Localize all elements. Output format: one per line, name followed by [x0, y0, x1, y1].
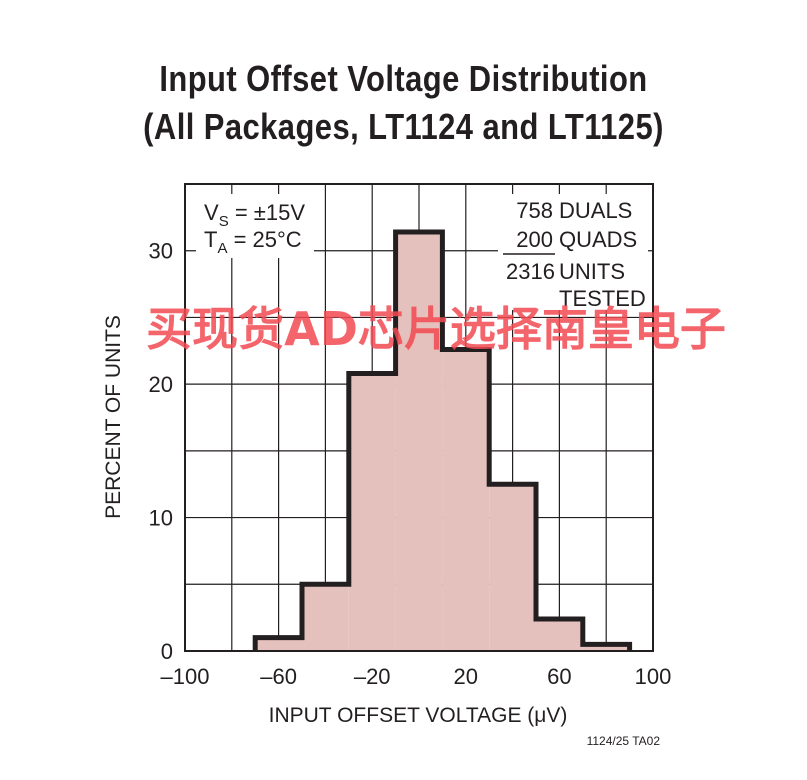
histogram-bar [582, 644, 630, 651]
chart-subtitle: (All Packages, LT1124 and LT1125) [143, 106, 664, 147]
units-count: 2316 [506, 259, 555, 284]
y-tick-label: 20 [149, 372, 173, 397]
tested-label: TESTED [559, 286, 646, 311]
quads-count: 200 [516, 227, 553, 252]
histogram-bar [395, 232, 443, 651]
y-tick-label: 10 [149, 506, 173, 531]
duals-count: 758 [516, 198, 553, 223]
histogram-outline [252, 229, 633, 651]
chart-title: Input Offset Voltage Distribution [159, 58, 648, 99]
y-axis-label: PERCENT OF UNITS [102, 315, 125, 519]
x-tick-label: 100 [635, 664, 672, 689]
counts-backdrop [498, 194, 648, 310]
y-tick-labels: 0 10 20 30 [149, 239, 173, 664]
conditions-backdrop [196, 194, 314, 258]
quads-label: QUADS [559, 227, 637, 252]
histogram-bars [252, 229, 633, 651]
x-tick-label: –100 [161, 664, 210, 689]
x-axis-label: INPUT OFFSET VOLTAGE (μV) [269, 704, 568, 727]
supply-voltage-note: VS = ±15V [204, 200, 305, 230]
histogram-bar [489, 484, 536, 651]
x-tick-label: –60 [260, 664, 297, 689]
x-tick-label: –20 [354, 664, 391, 689]
ambient-temp-note: TA = 25°C [204, 227, 302, 257]
watermark-text: 买现货AD芯片选择南皇电子 [146, 302, 726, 356]
histogram-bar [442, 349, 490, 651]
histogram-bar [348, 373, 396, 651]
y-tick-label: 0 [161, 639, 173, 664]
x-tick-labels: –100 –60 –20 20 60 100 [161, 664, 672, 689]
figure-id: 1124/25 TA02 [587, 734, 661, 748]
histogram-bar [536, 618, 583, 651]
duals-label: DUALS [559, 198, 632, 223]
units-label: UNITS [559, 259, 625, 284]
histogram-bar [302, 584, 349, 651]
y-tick-label: 30 [149, 239, 173, 264]
x-tick-label: 60 [547, 664, 571, 689]
histogram-bar [255, 637, 302, 651]
plot-frame [184, 183, 654, 652]
x-tick-label: 20 [454, 664, 478, 689]
